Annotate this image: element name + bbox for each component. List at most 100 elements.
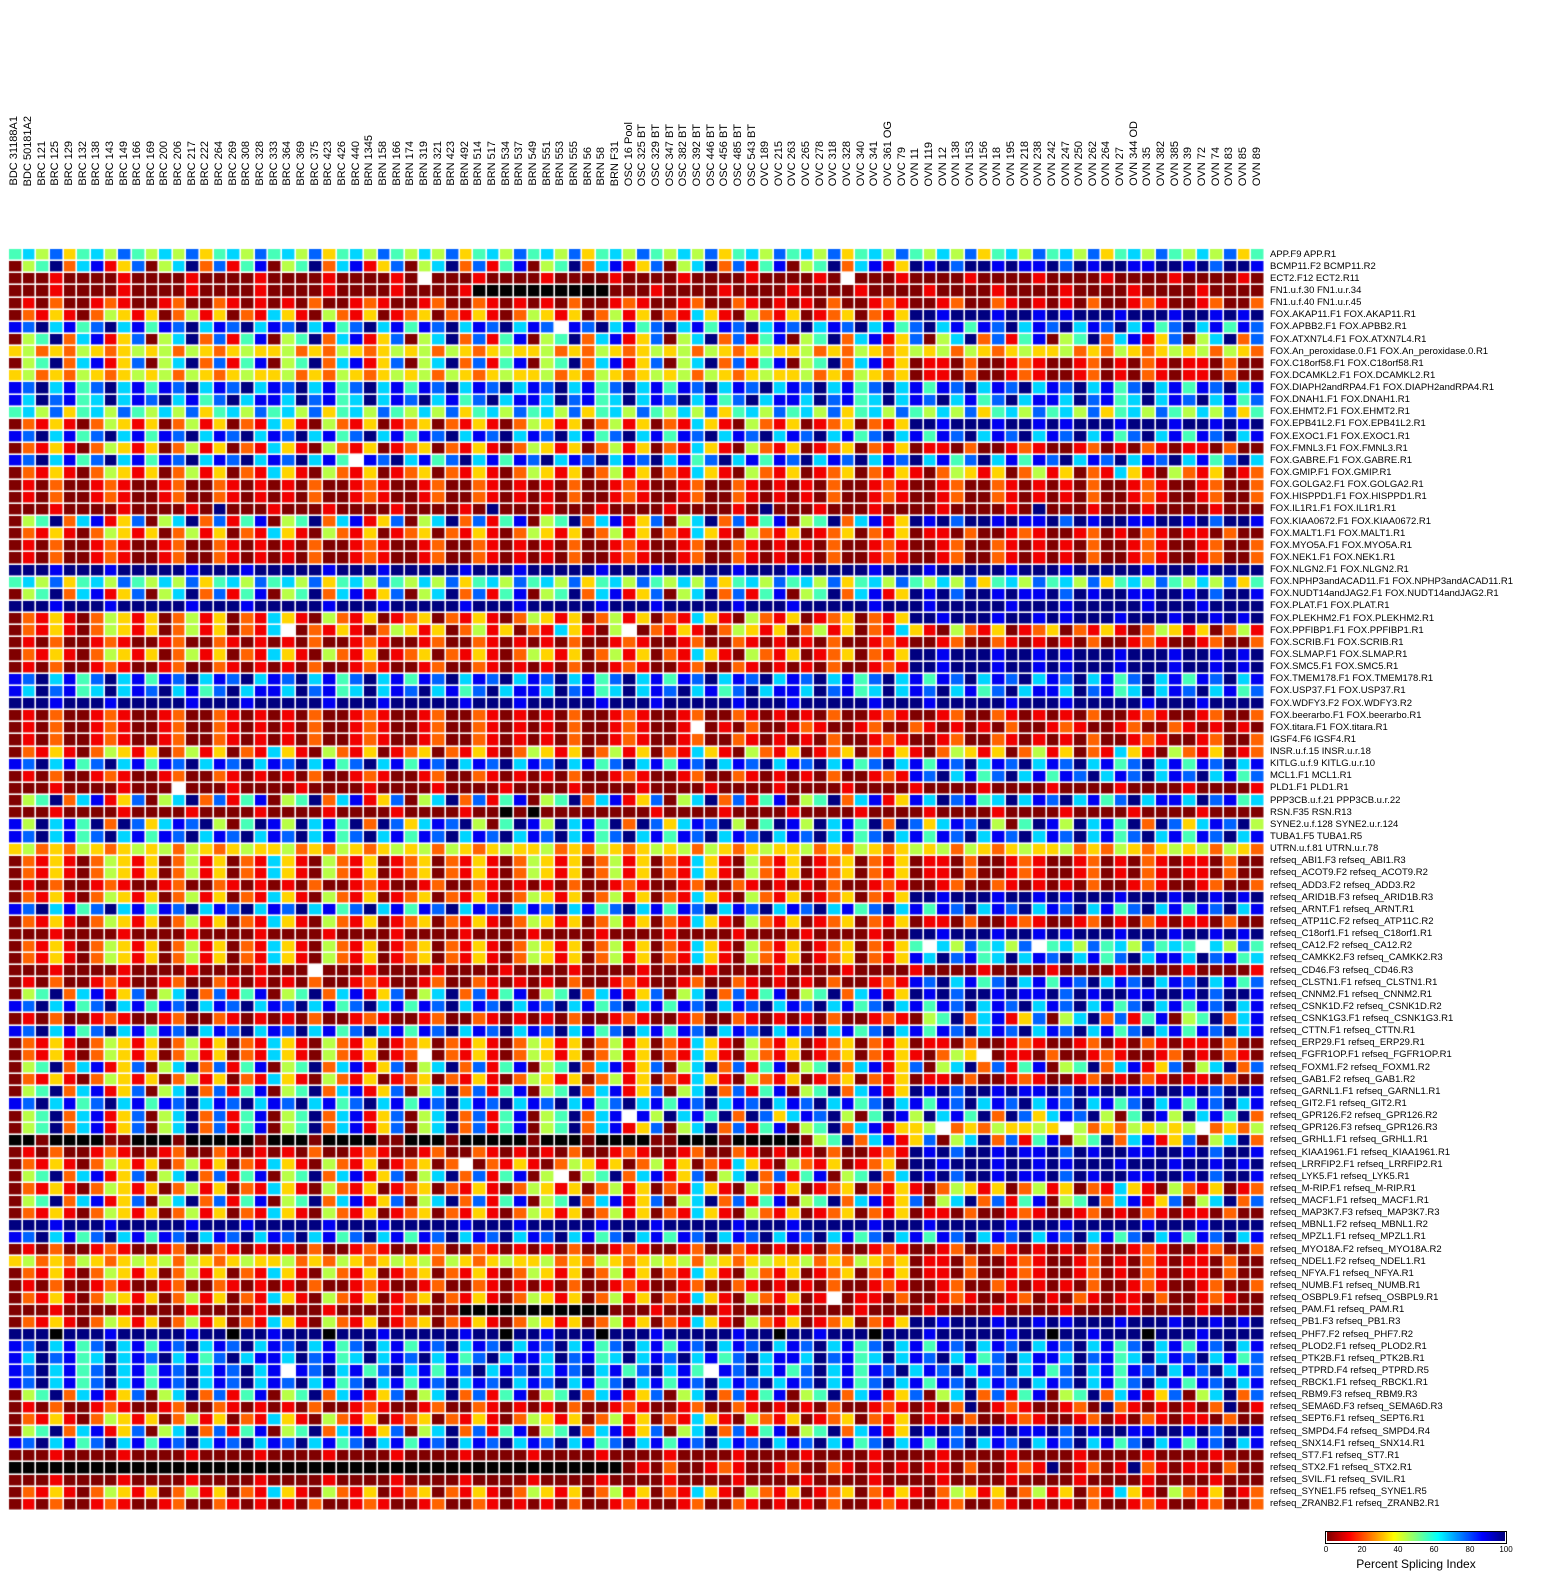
row-label: refseq_MPZL1.F1 refseq_MPZL1.R1 xyxy=(1270,1231,1426,1243)
row-label: FOX.FMNL3.F1 FOX.FMNL3.R1 xyxy=(1270,442,1408,454)
row-label: FOX.C18orf58.F1 FOX.C18orf58.R1 xyxy=(1270,357,1424,369)
row-label: refseq_PLOD2.F1 refseq_PLOD2.R1 xyxy=(1270,1340,1427,1352)
column-label: OVN 153 xyxy=(963,140,976,186)
row-label: FOX.SLMAP.F1 FOX.SLMAP.R1 xyxy=(1270,649,1408,660)
column-label: BRC 375 xyxy=(308,141,321,186)
row-label: refseq_SEPT6.F1 refseq_SEPT6.R1 xyxy=(1270,1413,1425,1425)
row-label: APP.F9 APP.R1 xyxy=(1270,248,1337,260)
row-label: FOX.SCRIB.F1 FOX.SCRIB.R1 xyxy=(1270,636,1404,648)
row-label: FOX.DCAMKL2.F1 FOX.DCAMKL2.R1 xyxy=(1270,369,1436,381)
column-label: OVC 318 xyxy=(827,140,840,186)
row-label: refseq_FOXM1.F2 refseq_FOXM1.R2 xyxy=(1270,1061,1430,1073)
row-label: refseq_RBM9.F3 refseq_RBM9.R3 xyxy=(1270,1389,1418,1401)
column-label: OVN 250 xyxy=(1073,140,1086,186)
row-label: refseq_ARNT.F1 refseq_ARNT.R1 xyxy=(1270,903,1415,915)
row-label: FOX.MALT1.F1 FOX.MALT1.R1 xyxy=(1270,527,1406,539)
column-label: OVN 39 xyxy=(1182,146,1195,186)
column-label: OSC 485 BT xyxy=(731,123,744,186)
column-label: BRN 555 xyxy=(568,141,581,186)
column-label: OSC 543 BT xyxy=(745,123,758,186)
column-label: OVC 263 xyxy=(786,140,799,186)
column-label: BRC 269 xyxy=(226,141,239,186)
row-label: UTRN.u.f.81 UTRN.u.r.78 xyxy=(1270,843,1379,855)
row-label: FOX.TMEM178.F1 FOX.TMEM178.R1 xyxy=(1270,673,1434,685)
column-label: OVN 195 xyxy=(1004,140,1017,186)
column-label: OVN 72 xyxy=(1196,146,1209,186)
legend-title: Percent Splicing Index xyxy=(1356,1557,1476,1571)
legend-gradient-frame xyxy=(1325,1531,1507,1544)
row-label: refseq_MAP3K7.F3 refseq_MAP3K7.R3 xyxy=(1270,1207,1440,1219)
row-label: refseq_CTTN.F1 refseq_CTTN.R1 xyxy=(1270,1025,1416,1037)
column-label: OVN 18 xyxy=(991,146,1004,186)
row-label: FOX.titara.F1 FOX.titara.R1 xyxy=(1270,721,1388,733)
column-label: OVN 242 xyxy=(1045,140,1058,186)
column-label: BRC 129 xyxy=(62,141,75,186)
row-label: refseq_KIAA1961.F1 refseq_KIAA1961.R1 xyxy=(1270,1146,1451,1158)
column-label: OSC 382 BT xyxy=(677,123,690,186)
column-label: BRN 553 xyxy=(554,141,567,186)
column-label: OVC 328 xyxy=(841,140,854,186)
column-label: BRC 426 xyxy=(335,141,348,186)
column-label: OVN 85 xyxy=(1237,146,1249,186)
row-label: FOX.NEK1.F1 FOX.NEK1.R1 xyxy=(1270,551,1396,563)
column-label: BRC 333 xyxy=(267,141,280,186)
column-label: BRC 308 xyxy=(240,141,253,186)
row-label: refseq_LYK5.F1 refseq_LYK5.R1 xyxy=(1270,1170,1410,1182)
row-label: refseq_FGFR1OP.F1 refseq_FGFR1OP.R1 xyxy=(1270,1049,1452,1061)
row-label: FOX.WDFY3.F2 FOX.WDFY3.R2 xyxy=(1270,697,1412,709)
row-label: refseq_GRHL1.F1 refseq_GRHL1.R1 xyxy=(1270,1134,1428,1146)
row-label: FOX.EPB41L2.F1 FOX.EPB41L2.R1 xyxy=(1270,418,1426,430)
column-label: OVN 262 xyxy=(1086,140,1099,186)
column-label: BRC 440 xyxy=(349,141,362,186)
column-label: BRC 125 xyxy=(49,141,62,186)
column-label: OSC 446 BT xyxy=(704,123,717,186)
column-label: OVN 156 xyxy=(977,140,990,186)
column-label: OVC 278 xyxy=(813,140,826,186)
row-label: refseq_RBCK1.F1 refseq_RBCK1.R1 xyxy=(1270,1377,1428,1389)
row-label: RSN.F35 RSN.R13 xyxy=(1270,806,1352,818)
column-label: BRC 138 xyxy=(90,141,103,186)
column-label: BRC 206 xyxy=(172,141,185,186)
column-label: OVN 264 xyxy=(1100,140,1113,186)
row-label: refseq_SNX14.F1 refseq_SNX14.R1 xyxy=(1270,1437,1425,1449)
row-label: FOX.AKAP11.F1 FOX.AKAP11.R1 xyxy=(1270,309,1416,321)
column-label: OVN 119 xyxy=(923,141,935,186)
column-label: BRC 132 xyxy=(76,141,89,186)
column-label: OVN 35 xyxy=(1141,146,1154,186)
row-label: refseq_GAB1.F2 refseq_GAB1.R2 xyxy=(1270,1073,1416,1085)
row-label: refseq_ACOT9.F2 refseq_ACOT9.R2 xyxy=(1270,867,1428,879)
column-label: BRN 56 xyxy=(581,147,594,186)
row-label: INSR.u.f.15 INSR.u.r.18 xyxy=(1270,746,1371,758)
row-label: PLD1.F1 PLD1.R1 xyxy=(1270,782,1349,794)
row-label: refseq_CNNM2.F1 refseq_CNNM2.R1 xyxy=(1270,988,1433,1000)
legend-tick-label: 80 xyxy=(1465,1545,1475,1554)
heatmap-grid xyxy=(8,248,1264,1510)
row-label: refseq_GARNL1.F1 refseq_GARNL1.R1 xyxy=(1270,1085,1441,1097)
row-label: refseq_SVIL.F1 refseq_SVIL.R1 xyxy=(1270,1474,1406,1486)
row-label: refseq_MBNL1.F2 refseq_MBNL1.R2 xyxy=(1270,1219,1428,1231)
column-label: BRN 549 xyxy=(527,141,540,186)
column-label: OVC 361 OG xyxy=(882,120,895,186)
column-label: BRC 328 xyxy=(254,141,267,186)
row-label: FN1.u.f.40 FN1.u.r.45 xyxy=(1270,297,1362,309)
row-label: refseq_PB1.F3 refseq_PB1.R3 xyxy=(1270,1316,1401,1328)
column-label: OVN 385 xyxy=(1168,140,1181,186)
row-label: TUBA1.F5 TUBA1.R5 xyxy=(1270,831,1363,843)
row-label: refseq_NFYA.F1 refseq_NFYA.R1 xyxy=(1270,1267,1414,1279)
row-label: refseq_ZRANB2.F1 refseq_ZRANB2.R1 xyxy=(1270,1498,1440,1510)
legend: 0 20 40 60 80 100 Percent Splicing Index xyxy=(1318,1531,1514,1571)
column-label: BRC 143 xyxy=(103,141,116,186)
column-label: BRN 319 xyxy=(417,141,430,186)
column-label: BRN 1345 xyxy=(363,135,376,186)
column-label: BRC 364 xyxy=(281,141,294,186)
row-labels: APP.F9 APP.R1 BCMP11.F2 BCMP11.R2 ECT2.F12… xyxy=(1270,248,1560,1510)
row-label: FOX.PLEKHM2.F1 FOX.PLEKHM2.R1 xyxy=(1270,612,1435,624)
legend-tick-label: 100 xyxy=(1499,1545,1513,1554)
row-label: refseq_GPR126.F3 refseq_GPR126.R3 xyxy=(1270,1122,1438,1134)
column-label: OVN 238 xyxy=(1032,140,1045,186)
row-label: refseq_CSNK1D.F2 refseq_CSNK1D.R2 xyxy=(1270,1000,1442,1012)
row-label: FOX.GOLGA2.F1 FOX.GOLGA2.R1 xyxy=(1270,479,1424,491)
column-label: BDC 31188A1 xyxy=(8,116,21,186)
row-label: MCL1.F1 MCL1.R1 xyxy=(1270,770,1352,782)
